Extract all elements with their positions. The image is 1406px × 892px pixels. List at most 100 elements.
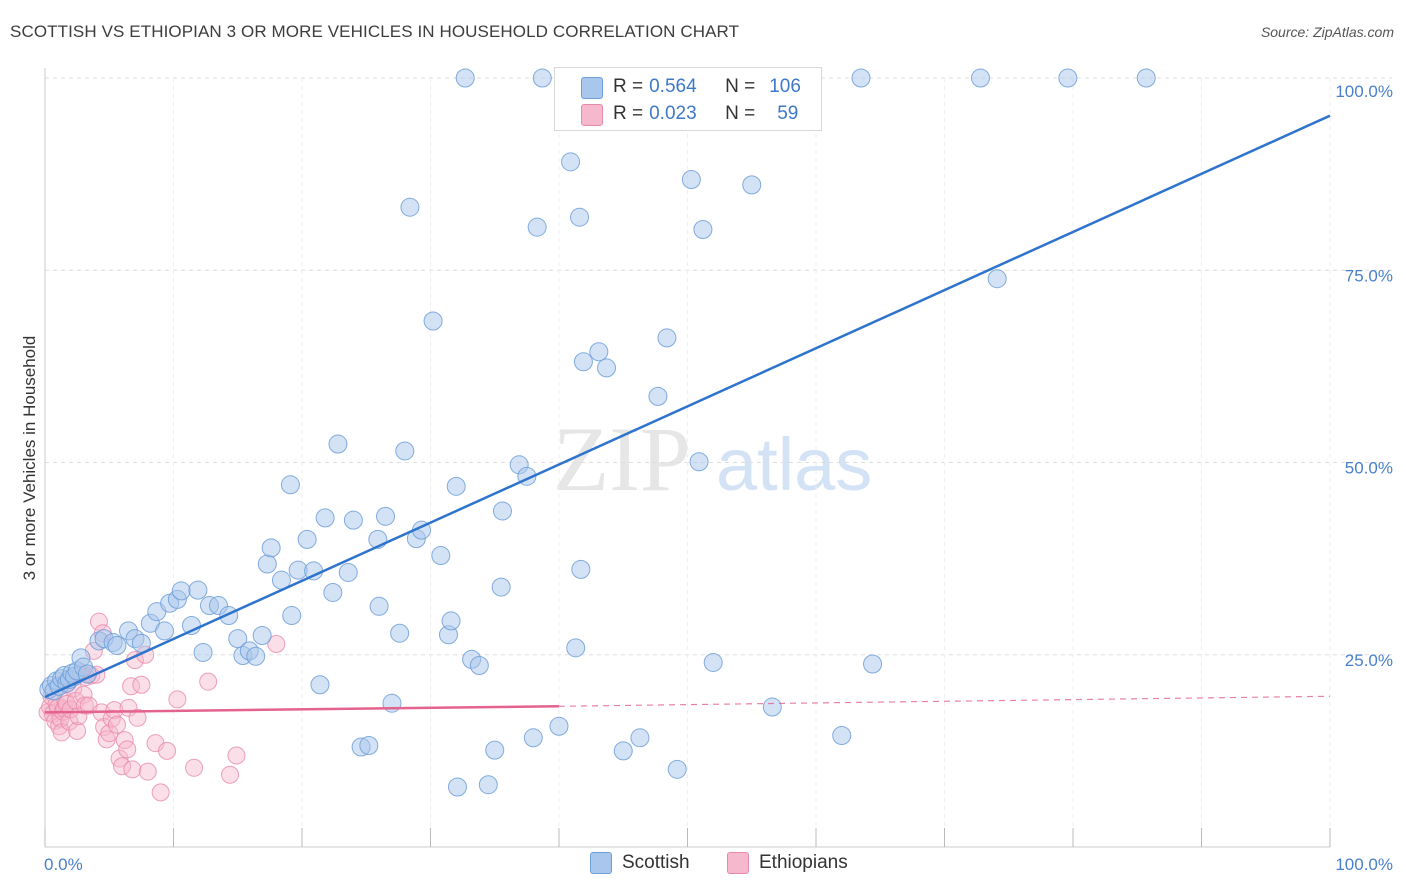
scottish-point <box>667 759 687 779</box>
scottish-point <box>1136 68 1156 88</box>
scottish-point <box>485 740 505 760</box>
ethiopians-point <box>123 760 142 779</box>
scottish-points <box>39 68 1156 797</box>
scottish-point <box>478 775 498 795</box>
ethiopians-point <box>168 690 187 709</box>
legend-item-scottish: Scottish <box>590 852 690 874</box>
scottish-point <box>527 217 547 237</box>
scottish-point <box>400 197 420 217</box>
scottish-point <box>571 559 591 579</box>
legend-item-ethiopians: Ethiopians <box>727 852 848 874</box>
scottish-point <box>338 562 358 582</box>
ethiopians-point <box>118 740 137 759</box>
ethiopians-point <box>199 672 218 691</box>
legend-n-label: N = <box>725 76 756 97</box>
scottish-point <box>395 441 415 461</box>
scottish-point <box>1058 68 1078 88</box>
scottish-point <box>681 170 701 190</box>
scottish-point <box>343 510 363 530</box>
scottish-point <box>561 152 581 172</box>
chart-title: SCOTTISH VS ETHIOPIAN 3 OR MORE VEHICLES… <box>10 22 740 41</box>
ethiopians-point <box>267 634 286 653</box>
scottish-point <box>390 623 410 643</box>
legend-r-value: 0.023 <box>649 103 697 124</box>
y-tick-label: 100.0% <box>1335 82 1393 101</box>
ethiopians-point <box>68 721 87 740</box>
stats-legend: R = 0.564 N = 106 R = 0.023 N = 59 <box>554 67 822 131</box>
scottish-point <box>376 506 396 526</box>
legend-swatch-scottish <box>581 77 603 99</box>
scottish-point <box>455 68 475 88</box>
legend-swatch-ethiopians <box>727 852 749 874</box>
y-axis-label: 3 or more Vehicles in Household <box>20 336 39 581</box>
scottish-point <box>491 577 511 597</box>
scottish-point <box>570 207 590 227</box>
scottish-point <box>323 582 343 602</box>
ethiopians-point <box>105 701 124 720</box>
ethiopians-trend-extension <box>558 695 1331 707</box>
legend-row-ethiopians: R = 0.023 N = 59 <box>613 102 798 126</box>
legend-swatch-scottish <box>590 852 612 874</box>
legend-label-scottish: Scottish <box>622 852 690 873</box>
ethiopians-point <box>132 675 151 694</box>
trend-lines <box>44 114 1331 714</box>
legend-swatch-ethiopians <box>581 104 603 126</box>
x-tick-label: 100.0% <box>1335 855 1393 874</box>
ethiopians-point <box>75 696 94 715</box>
y-tick-label: 50.0% <box>1345 459 1393 478</box>
scottish-point <box>832 725 852 745</box>
ethiopians-point <box>221 765 240 784</box>
scottish-point <box>648 386 668 406</box>
scottish-point <box>423 311 443 331</box>
scottish-point <box>987 269 1007 289</box>
ethiopians-point <box>113 757 132 776</box>
legend-n-value: 59 <box>777 103 799 124</box>
legend-r-label: R = <box>613 76 644 97</box>
scottish-point <box>246 646 266 666</box>
tick-labels: 25.0% 50.0% 75.0% 100.0% 0.0% 100.0% <box>44 82 1393 874</box>
y-tick-label: 25.0% <box>1345 651 1393 670</box>
scottish-trend-line <box>44 114 1331 699</box>
scottish-point <box>703 652 723 672</box>
x-tick-label: 0.0% <box>44 855 83 874</box>
scottish-point <box>469 656 489 676</box>
scottish-point <box>613 741 633 761</box>
scottish-point <box>431 546 451 566</box>
ethiopians-point <box>158 741 177 760</box>
gridlines <box>45 77 1392 847</box>
scottish-point <box>657 328 677 348</box>
scottish-point <box>589 342 609 362</box>
scottish-point <box>573 352 593 372</box>
scottish-point <box>315 508 335 528</box>
ethiopians-point <box>185 758 204 777</box>
scottish-point <box>851 68 871 88</box>
ethiopians-point <box>107 715 126 734</box>
scottish-point <box>441 611 461 631</box>
scottish-point <box>310 675 330 695</box>
ethiopians-point <box>138 762 157 781</box>
scottish-point <box>369 596 389 616</box>
scottish-point <box>297 529 317 549</box>
scottish-point <box>597 358 617 378</box>
scottish-point <box>261 538 281 558</box>
scottish-point <box>693 219 713 239</box>
scottish-point <box>970 68 990 88</box>
ethiopians-point <box>227 746 246 765</box>
series-legend: Scottish Ethiopians <box>0 850 1406 880</box>
scottish-point <box>257 554 277 574</box>
ethiopians-trend-line <box>44 705 560 714</box>
scottish-point <box>630 728 650 748</box>
scottish-point <box>155 621 175 641</box>
watermark-atlas: atlas <box>716 423 872 506</box>
scottish-point <box>282 606 302 626</box>
source-credit: Source: ZipAtlas.com <box>1260 24 1394 40</box>
ethiopians-point <box>128 708 147 727</box>
legend-r-value: 0.564 <box>649 76 697 97</box>
y-tick-label: 75.0% <box>1345 266 1393 285</box>
scottish-point <box>447 777 467 797</box>
ethiopians-point <box>151 783 170 802</box>
ethiopians-point <box>89 612 108 631</box>
legend-n-value: 106 <box>769 76 801 97</box>
ethiopians-points <box>38 612 286 802</box>
